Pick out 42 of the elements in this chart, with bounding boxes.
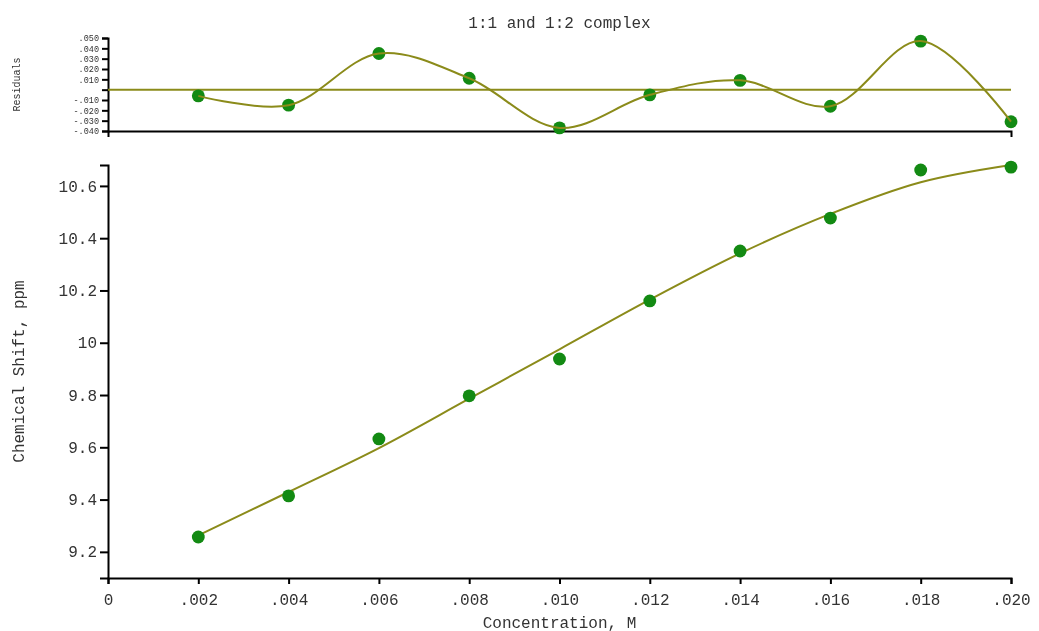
x-tick-label: .004 — [269, 591, 309, 610]
x-tick-label: .008 — [450, 591, 489, 610]
y-tick-label: -.020 — [73, 106, 99, 117]
y-tick-label: -.040 — [73, 127, 99, 138]
y-tick-label: .020 — [78, 65, 99, 76]
point — [191, 530, 205, 544]
point — [462, 389, 476, 403]
point — [553, 352, 566, 366]
point — [643, 294, 657, 308]
x-tick-label: .006 — [360, 591, 399, 610]
y-tick-label: 9.2 — [68, 544, 97, 563]
x-tick-label: .016 — [811, 591, 851, 610]
y-tick-label: .050 — [78, 34, 99, 45]
point — [733, 244, 747, 258]
x-tick-label: 0 — [103, 591, 114, 610]
y-tick-label: -.010 — [73, 96, 99, 107]
x-tick-label: .014 — [721, 591, 760, 610]
y-tick-label: 10.2 — [58, 283, 97, 302]
x-tick-label: .018 — [902, 591, 941, 610]
x-tick-label: .002 — [179, 591, 218, 610]
x-tick-label: .020 — [992, 591, 1031, 610]
x-tick-label: .010 — [540, 591, 580, 610]
y-tick-label: 9.4 — [68, 492, 97, 511]
y-tick-label: .040 — [78, 44, 99, 55]
y-tick-label: 10 — [77, 335, 97, 354]
point — [914, 163, 928, 177]
point — [823, 211, 837, 225]
y-tick-label: .030 — [78, 54, 99, 65]
y-axis-title: Chemical Shift, ppm — [11, 280, 29, 463]
point — [282, 489, 296, 503]
y-axis-title: Residuals — [12, 57, 23, 112]
y-tick-label: 10.4 — [58, 230, 97, 249]
y-tick-label: -.030 — [73, 116, 99, 127]
y-tick-label: .010 — [78, 75, 99, 86]
x-axis-title: Concentration, M — [482, 615, 637, 631]
y-tick-label: 9.8 — [68, 387, 97, 406]
y-tick-label: 10.6 — [58, 178, 97, 197]
x-tick-label: .012 — [631, 591, 670, 610]
point — [1004, 160, 1018, 174]
point — [372, 432, 386, 446]
y-tick-label: 9.6 — [68, 439, 97, 458]
chart-title: 1:1 and 1:2 complex — [468, 15, 651, 33]
